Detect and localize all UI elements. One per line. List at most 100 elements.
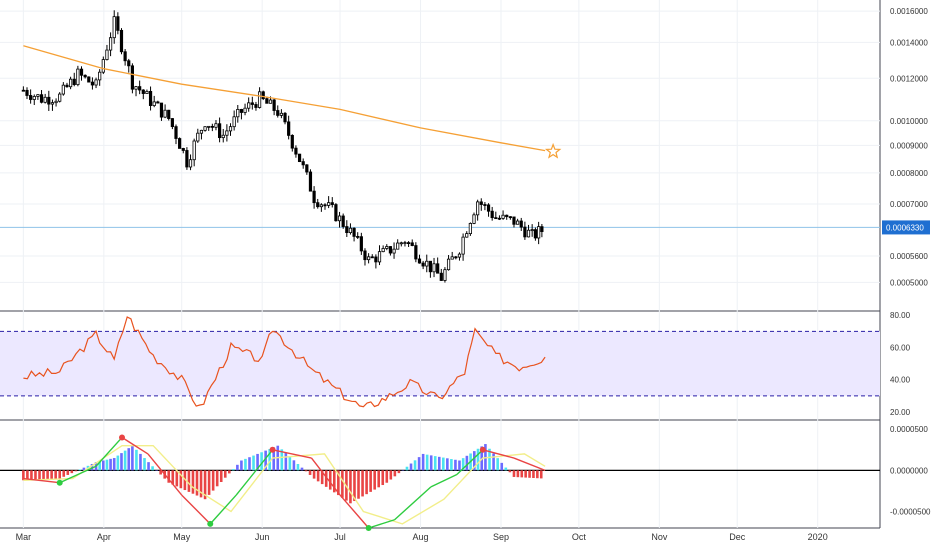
x-tick-label: Dec (729, 532, 746, 542)
candle (523, 221, 527, 240)
histogram-bar (139, 453, 142, 471)
histogram-bar (476, 448, 480, 471)
histogram-bar (272, 447, 276, 471)
candle (392, 242, 396, 259)
candle (465, 231, 469, 238)
histogram-bar (74, 470, 78, 472)
histogram-bar (26, 470, 29, 481)
candle (287, 115, 291, 140)
histogram-bar (179, 470, 183, 489)
candle (47, 90, 51, 111)
histogram-bar (240, 460, 243, 471)
candle (301, 158, 305, 169)
histogram-bar (159, 470, 162, 475)
histogram-bar (528, 470, 531, 478)
candle (512, 216, 516, 228)
candle (76, 65, 80, 87)
osc-fast-segment (513, 457, 546, 472)
x-tick-label: May (173, 532, 191, 542)
histogram-bar (496, 458, 499, 471)
price-tick-label: 0.0012000 (890, 74, 928, 83)
x-tick-label: Mar (16, 532, 32, 542)
price-pane[interactable] (0, 10, 880, 283)
candle (403, 240, 407, 247)
histogram-bar (223, 470, 227, 478)
star-icon[interactable] (544, 142, 562, 159)
histogram-bar (381, 470, 385, 486)
candle (261, 90, 265, 101)
candle (381, 245, 385, 253)
osc-fast-segment (339, 494, 370, 529)
oscillator-pane[interactable] (0, 434, 880, 531)
candle (196, 128, 200, 143)
osc-fast-segment (235, 449, 274, 496)
candle (297, 153, 302, 163)
histogram-bar (232, 469, 235, 471)
candle (486, 203, 491, 217)
histogram-bar (413, 460, 417, 471)
histogram-bar (465, 455, 469, 471)
x-tick-label: Oct (572, 532, 587, 542)
candle (519, 217, 523, 231)
histogram-bar (112, 458, 116, 471)
histogram-bar (228, 470, 231, 474)
histogram-bar (215, 470, 219, 487)
histogram-bar (211, 470, 215, 491)
histogram-bar (397, 470, 401, 474)
candle (323, 203, 327, 210)
histogram-bar (417, 457, 421, 471)
candle (69, 76, 73, 90)
histogram-bar (442, 457, 445, 471)
osc-fast-segment (310, 457, 341, 496)
osc-tick-label: 0.0000000 (890, 466, 928, 475)
osc-fast-segment (181, 494, 211, 525)
histogram-bar (508, 470, 512, 473)
candle (352, 227, 356, 242)
candle (370, 254, 374, 259)
histogram-bar (42, 470, 45, 480)
histogram-bar (520, 470, 524, 478)
histogram-bar (147, 462, 150, 471)
histogram-bar (34, 470, 37, 480)
histogram-bar (62, 470, 66, 477)
histogram-bar (365, 470, 368, 495)
histogram-bar (337, 470, 340, 496)
histogram-bar (357, 470, 360, 499)
candle (247, 97, 251, 112)
candle (108, 32, 113, 57)
candle (163, 104, 167, 119)
x-tick-label: Jun (255, 532, 270, 542)
histogram-bar (536, 470, 539, 479)
candle (330, 197, 334, 208)
candle (65, 82, 69, 88)
histogram-bar (401, 469, 405, 471)
histogram-bar (328, 470, 332, 490)
histogram-bar (50, 470, 53, 479)
histogram-bar (296, 463, 300, 471)
histogram-bar (312, 470, 316, 479)
histogram-bar (120, 453, 123, 471)
rsi-pane[interactable] (0, 316, 880, 408)
histogram-bar (207, 470, 211, 495)
histogram-bar (123, 450, 127, 471)
histogram-bar (492, 453, 495, 471)
histogram-bar (320, 470, 324, 485)
osc-fast-segment (456, 449, 484, 476)
x-tick-label: Jul (334, 532, 346, 542)
candle (417, 254, 422, 264)
candle (490, 206, 494, 221)
histogram-bar (70, 470, 74, 474)
candle (457, 252, 462, 261)
candle (319, 203, 323, 212)
candle (257, 87, 262, 109)
histogram-bar (532, 470, 535, 478)
candle (272, 98, 276, 116)
candle (505, 214, 509, 220)
histogram-bar (429, 455, 433, 471)
histogram-bar (437, 456, 441, 471)
price-tick-label: 0.0005600 (890, 252, 928, 261)
histogram-bar (450, 459, 453, 471)
histogram-bar (512, 470, 516, 477)
